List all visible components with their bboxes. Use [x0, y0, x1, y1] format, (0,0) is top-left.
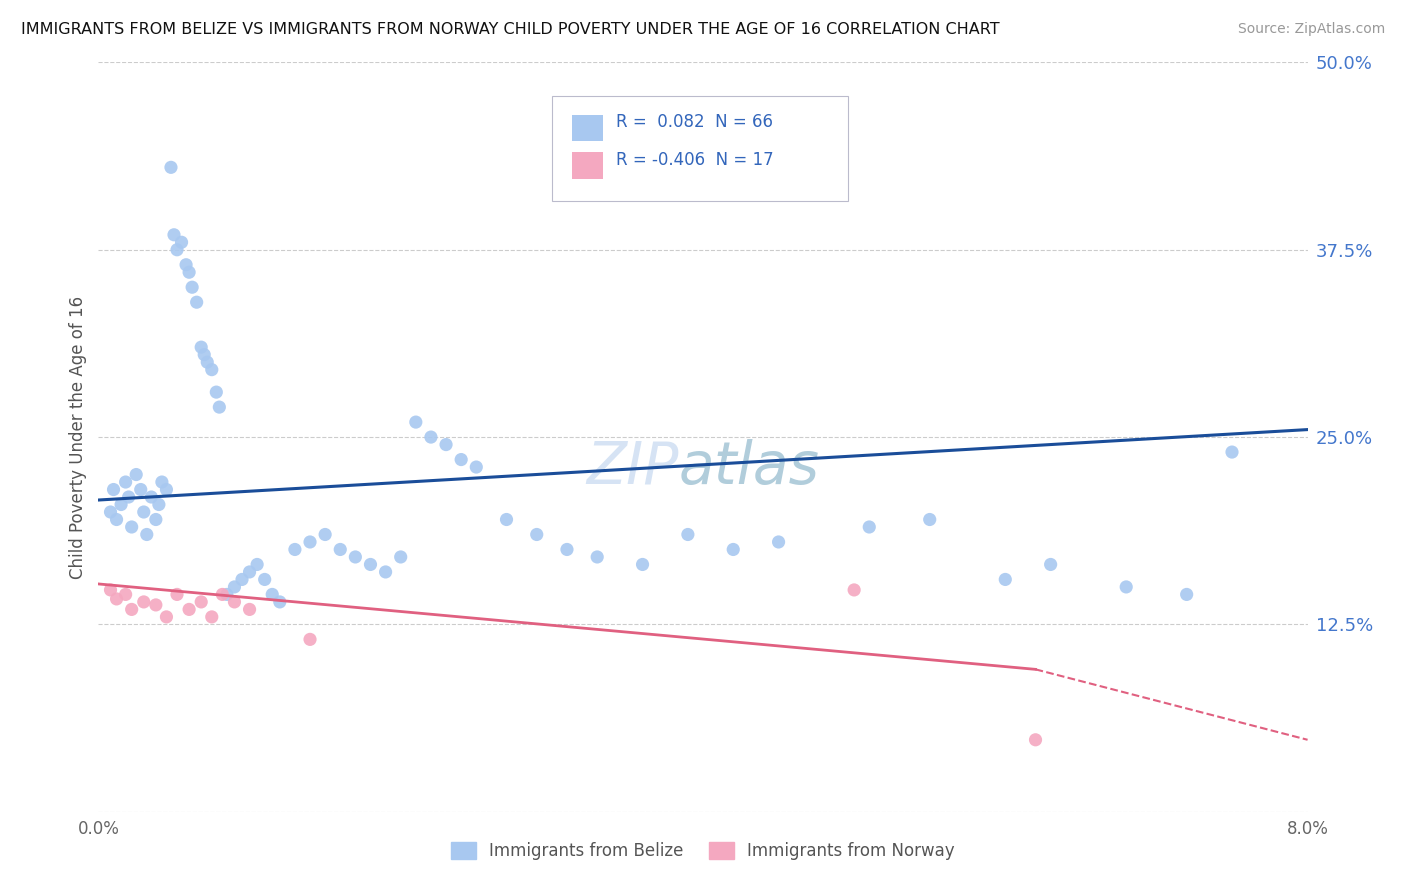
Point — [858, 520, 880, 534]
Point — [190, 595, 212, 609]
Y-axis label: Child Poverty Under the Age of 16: Child Poverty Under the Age of 16 — [69, 295, 87, 579]
Point — [170, 235, 193, 250]
Point — [114, 587, 136, 601]
Point — [420, 430, 443, 444]
FancyBboxPatch shape — [572, 153, 603, 178]
Point — [239, 565, 262, 579]
Point — [1025, 732, 1047, 747]
Point — [676, 527, 699, 541]
Point — [160, 161, 183, 175]
Point — [246, 558, 269, 572]
Point — [201, 610, 224, 624]
Point — [299, 535, 322, 549]
Point — [314, 527, 336, 541]
Point — [1175, 587, 1198, 601]
Point — [231, 573, 253, 587]
Point — [405, 415, 427, 429]
Point — [360, 558, 382, 572]
Point — [1220, 445, 1243, 459]
Point — [132, 595, 155, 609]
Point — [844, 582, 866, 597]
Point — [110, 498, 132, 512]
Point — [163, 227, 186, 242]
Point — [344, 549, 367, 564]
Point — [201, 362, 224, 376]
Point — [262, 587, 284, 601]
Point — [299, 632, 322, 647]
Text: IMMIGRANTS FROM BELIZE VS IMMIGRANTS FROM NORWAY CHILD POVERTY UNDER THE AGE OF : IMMIGRANTS FROM BELIZE VS IMMIGRANTS FRO… — [21, 22, 1000, 37]
Point — [1115, 580, 1137, 594]
Point — [179, 602, 201, 616]
Point — [132, 505, 155, 519]
Point — [329, 542, 352, 557]
Point — [269, 595, 291, 609]
Point — [100, 582, 122, 597]
Point — [145, 512, 167, 526]
Point — [631, 558, 654, 572]
Point — [208, 400, 231, 414]
Point — [118, 490, 141, 504]
Point — [105, 512, 128, 526]
Point — [190, 340, 212, 354]
Point — [1039, 558, 1062, 572]
Point — [145, 598, 167, 612]
Point — [374, 565, 396, 579]
Point — [723, 542, 745, 557]
Point — [284, 542, 307, 557]
Point — [526, 527, 548, 541]
Point — [129, 483, 152, 497]
Text: R =  0.082  N = 66: R = 0.082 N = 66 — [616, 113, 773, 131]
Point — [450, 452, 472, 467]
Point — [465, 460, 488, 475]
Point — [434, 437, 457, 451]
Point — [555, 542, 578, 557]
Point — [125, 467, 148, 482]
Text: R = -0.406  N = 17: R = -0.406 N = 17 — [616, 151, 773, 169]
Point — [135, 527, 157, 541]
Point — [586, 549, 609, 564]
Point — [495, 512, 517, 526]
FancyBboxPatch shape — [551, 96, 848, 201]
Text: ZIP: ZIP — [586, 439, 679, 496]
Point — [768, 535, 790, 549]
Point — [121, 602, 143, 616]
Point — [166, 243, 188, 257]
Point — [150, 475, 173, 489]
Point — [121, 520, 143, 534]
Point — [224, 595, 246, 609]
Text: atlas: atlas — [679, 439, 820, 496]
Point — [239, 602, 262, 616]
Point — [193, 348, 215, 362]
FancyBboxPatch shape — [572, 115, 603, 141]
Point — [181, 280, 204, 294]
Point — [994, 573, 1017, 587]
Point — [105, 591, 128, 606]
Point — [103, 483, 125, 497]
Point — [186, 295, 208, 310]
Text: Source: ZipAtlas.com: Source: ZipAtlas.com — [1237, 22, 1385, 37]
Point — [148, 498, 170, 512]
Point — [215, 587, 238, 601]
Point — [195, 355, 218, 369]
Point — [100, 505, 122, 519]
Point — [211, 587, 233, 601]
Point — [166, 587, 188, 601]
Point — [155, 610, 177, 624]
Point — [114, 475, 136, 489]
Point — [389, 549, 412, 564]
Legend: Immigrants from Belize, Immigrants from Norway: Immigrants from Belize, Immigrants from … — [444, 836, 962, 867]
Point — [205, 385, 228, 400]
Point — [918, 512, 941, 526]
Point — [179, 265, 201, 279]
Point — [224, 580, 246, 594]
Point — [141, 490, 163, 504]
Point — [174, 258, 197, 272]
Point — [155, 483, 177, 497]
Point — [253, 573, 276, 587]
